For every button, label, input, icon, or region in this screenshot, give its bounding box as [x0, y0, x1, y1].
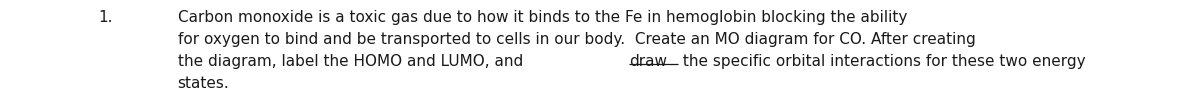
Text: the diagram, label the HOMO and LUMO, and: the diagram, label the HOMO and LUMO, an… — [178, 54, 528, 69]
Text: the specific orbital interactions for these two energy: the specific orbital interactions for th… — [678, 54, 1086, 69]
Text: for oxygen to bind and be transported to cells in our body.  Create an MO diagra: for oxygen to bind and be transported to… — [178, 32, 976, 47]
Text: Carbon monoxide is a toxic gas due to how it binds to the Fe in hemoglobin block: Carbon monoxide is a toxic gas due to ho… — [178, 10, 907, 25]
Text: draw: draw — [629, 54, 667, 69]
Text: 1.: 1. — [98, 10, 113, 25]
Text: states.: states. — [178, 76, 229, 91]
